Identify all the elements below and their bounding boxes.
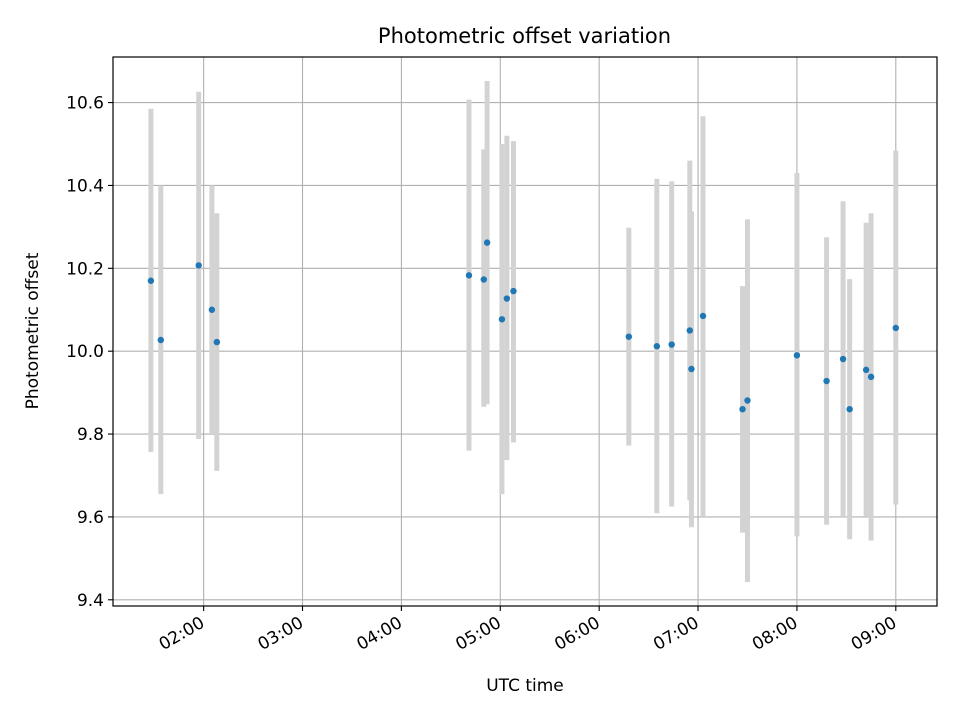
data-point	[699, 312, 707, 320]
data-point	[846, 405, 853, 413]
data-point	[208, 306, 216, 313]
plot-frame	[112, 56, 938, 607]
data-points	[147, 239, 899, 413]
y-tick-label: 9.6	[77, 508, 104, 528]
y-tick-label: 9.8	[77, 425, 104, 445]
data-point	[465, 272, 473, 279]
x-axis-label: UTC time	[486, 676, 564, 696]
data-point	[892, 324, 899, 332]
y-tick-label: 9.4	[77, 591, 104, 611]
data-point	[668, 341, 675, 348]
data-point	[867, 373, 875, 381]
data-point	[510, 287, 517, 295]
y-tick-label: 10.0	[66, 342, 104, 362]
data-point	[793, 352, 801, 359]
data-point	[823, 377, 830, 385]
y-axis-label: Photometric offset	[23, 252, 43, 409]
data-point	[480, 276, 487, 283]
data-point	[625, 333, 633, 340]
data-point	[503, 295, 511, 302]
data-point	[862, 366, 870, 374]
data-point	[688, 365, 695, 373]
y-tick-label: 10.6	[66, 94, 104, 114]
y-axis-ticks: 9.4 9.6 9.8 10.0 10.2 10.4 10.6	[66, 94, 113, 611]
data-point	[147, 277, 155, 284]
data-point	[739, 405, 746, 413]
y-tick-label: 10.2	[66, 259, 104, 279]
data-point	[195, 262, 202, 269]
data-point	[213, 338, 221, 346]
data-point	[686, 327, 693, 334]
y-tick-label: 10.4	[66, 176, 104, 196]
chart-title: Photometric offset variation	[378, 24, 671, 48]
data-point	[744, 397, 751, 404]
data-point	[839, 355, 847, 363]
grid	[113, 57, 937, 606]
data-point	[157, 336, 164, 344]
data-point	[483, 239, 491, 246]
data-point	[498, 316, 506, 323]
data-point	[653, 343, 661, 350]
